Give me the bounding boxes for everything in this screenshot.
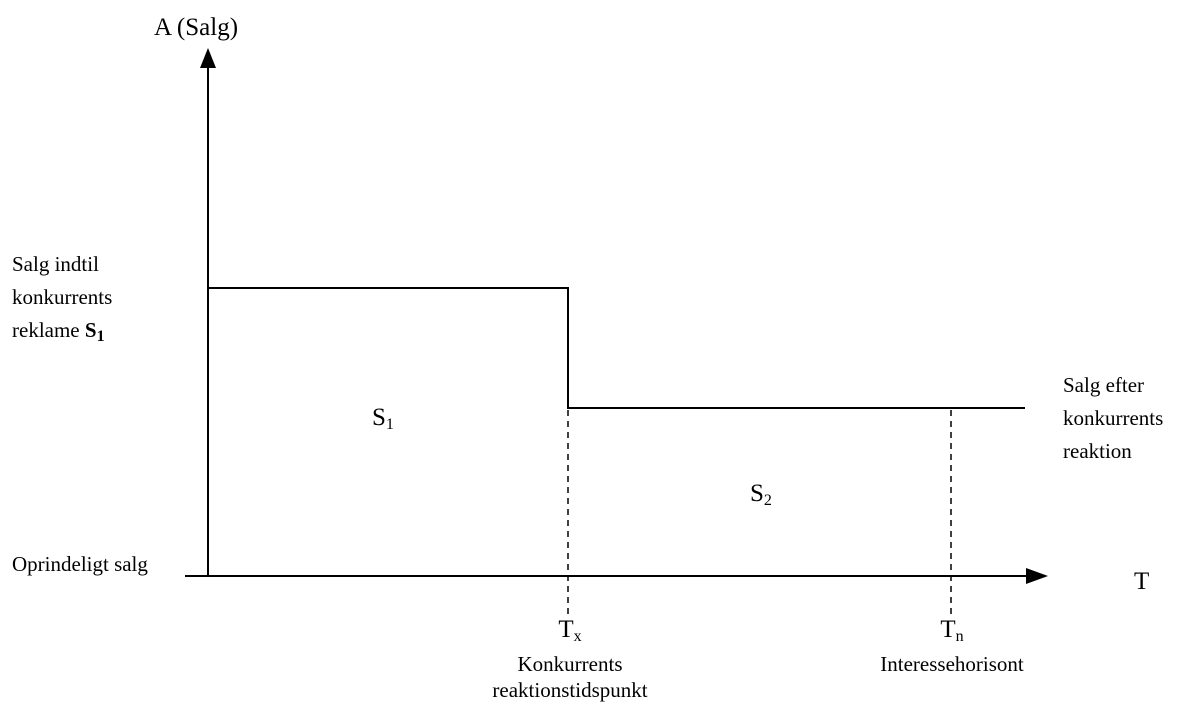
sales-until-label-line2: konkurrents: [12, 285, 113, 309]
tx-symbol: T: [558, 616, 574, 643]
sales-until-label-word: reklame: [12, 318, 80, 342]
y-axis-arrowhead: [200, 48, 216, 68]
tn-symbol: T: [940, 616, 956, 643]
sales-step-line: [208, 287, 1025, 409]
tn-description-line1: Interessehorisont: [880, 652, 1024, 676]
sales-until-symbol-sub: 1: [96, 328, 105, 345]
x-axis-label: T: [1134, 568, 1150, 595]
tn-sub: n: [955, 628, 964, 645]
tx-description-line2: reaktionstidspunkt: [492, 678, 648, 702]
sales-after-label-line2: konkurrents: [1063, 406, 1164, 430]
x-axis-arrowhead: [1026, 568, 1048, 584]
area-s1-sub: 1: [385, 416, 394, 433]
area-s2-label: S2: [750, 480, 772, 515]
sales-until-label-line3: reklame S1: [12, 318, 105, 349]
y-axis-label: A (Salg): [154, 14, 239, 41]
tn-symbol-label: Tn: [940, 616, 963, 651]
tx-sub: x: [573, 628, 582, 645]
area-s2-sub: 2: [763, 492, 772, 509]
sales-after-label-line1: Salg efter: [1063, 373, 1145, 397]
original-sales-label: Oprindeligt salg: [12, 552, 148, 576]
tx-symbol-label: Tx: [558, 616, 581, 651]
sales-until-symbol: S: [84, 318, 97, 342]
area-s1-label: S1: [372, 404, 394, 439]
area-s2-symbol: S: [750, 480, 764, 507]
sales-after-label-line3: reaktion: [1063, 439, 1132, 463]
sales-until-label-line1: Salg indtil: [12, 252, 99, 276]
area-s1-symbol: S: [372, 404, 386, 431]
tx-description-line1: Konkurrents: [517, 652, 623, 676]
